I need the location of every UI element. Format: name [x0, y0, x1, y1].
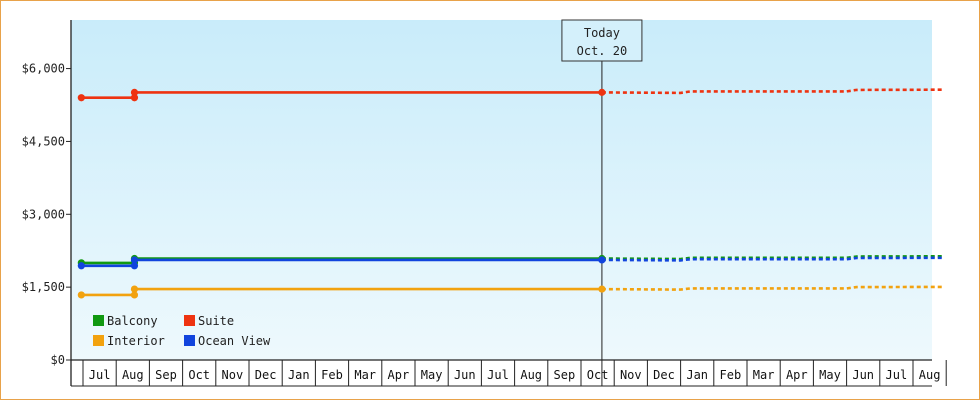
- legend-swatch: [93, 335, 104, 346]
- x-axis: Jul Aug Sep Oct Nov Dec Jan Feb Mar Apr May Jun Jul A…: [71, 359, 947, 387]
- y-tick-label: $4,500: [22, 134, 65, 148]
- series-interior-point: [598, 285, 606, 293]
- legend-label: Suite: [198, 314, 234, 328]
- today-marker: Today Oct. 20: [561, 19, 643, 386]
- series-interior-projection: [601, 285, 943, 291]
- x-tick-label: Mar: [354, 368, 376, 382]
- x-tick-label: Oct: [587, 368, 609, 382]
- today-date: Oct. 20: [577, 44, 628, 58]
- x-tick-label: Dec: [255, 368, 277, 382]
- x-tick-label: Feb: [720, 368, 742, 382]
- x-tick-label: Jul: [487, 368, 509, 382]
- legend-swatch: [93, 315, 104, 326]
- series-ocean-view-point: [77, 262, 85, 270]
- series-suite-point: [130, 88, 139, 96]
- x-tick-label: Jun: [852, 368, 874, 382]
- series-layer: [77, 88, 943, 299]
- series-ocean-view-point: [130, 262, 139, 270]
- legend-label: Balcony: [107, 314, 158, 328]
- x-tick-label: Jul: [89, 368, 111, 382]
- x-tick-label: Nov: [222, 368, 244, 382]
- series-ocean-view-point: [130, 256, 139, 264]
- y-axis: $0 $1,500 $3,000 $4,500 $6,000: [22, 20, 72, 386]
- x-tick-label: Jan: [686, 368, 708, 382]
- x-tick-label: Sep: [554, 368, 576, 382]
- x-tick-label: Jun: [454, 368, 476, 382]
- y-tick-label: $3,000: [22, 207, 65, 221]
- legend-swatch: [184, 335, 195, 346]
- x-tick-label: Dec: [653, 368, 675, 382]
- series-ocean-view-projection: [601, 256, 943, 262]
- x-tick-label: May: [819, 368, 841, 382]
- x-tick-label: Aug: [122, 368, 144, 382]
- x-tick-label: Sep: [155, 368, 177, 382]
- legend-swatch: [184, 315, 195, 326]
- y-tick-label: $1,500: [22, 280, 65, 294]
- series-suite-point: [598, 88, 606, 96]
- x-tick-label: Aug: [520, 368, 542, 382]
- plot-area: [71, 20, 932, 360]
- series-interior-point: [130, 291, 139, 299]
- series-suite-point: [77, 94, 85, 102]
- series-interior-point: [130, 285, 139, 293]
- x-tick-label: May: [421, 368, 443, 382]
- x-tick-label: Apr: [388, 368, 410, 382]
- series-ocean-view-point: [598, 256, 606, 264]
- series-balcony-projection: [601, 255, 943, 261]
- x-tick-label: Oct: [188, 368, 210, 382]
- today-box: [561, 19, 643, 62]
- x-tick-label: Nov: [620, 368, 642, 382]
- series-interior-point: [77, 291, 85, 299]
- legend-label: Ocean View: [198, 334, 271, 348]
- legend: Balcony Suite Interior Ocean View: [93, 314, 271, 348]
- x-tick-label: Apr: [786, 368, 808, 382]
- x-tick-label: Aug: [919, 368, 941, 382]
- today-label: Today: [584, 26, 620, 40]
- x-tick-label: Mar: [753, 368, 775, 382]
- x-tick-label: Jul: [886, 368, 908, 382]
- y-tick-label: $6,000: [22, 62, 65, 76]
- y-tick-label: $0: [51, 353, 65, 367]
- series-suite-projection: [601, 88, 943, 95]
- legend-label: Interior: [107, 334, 165, 348]
- x-tick-label: Feb: [321, 368, 343, 382]
- x-tick-label: Jan: [288, 368, 310, 382]
- series-suite-point: [130, 94, 139, 102]
